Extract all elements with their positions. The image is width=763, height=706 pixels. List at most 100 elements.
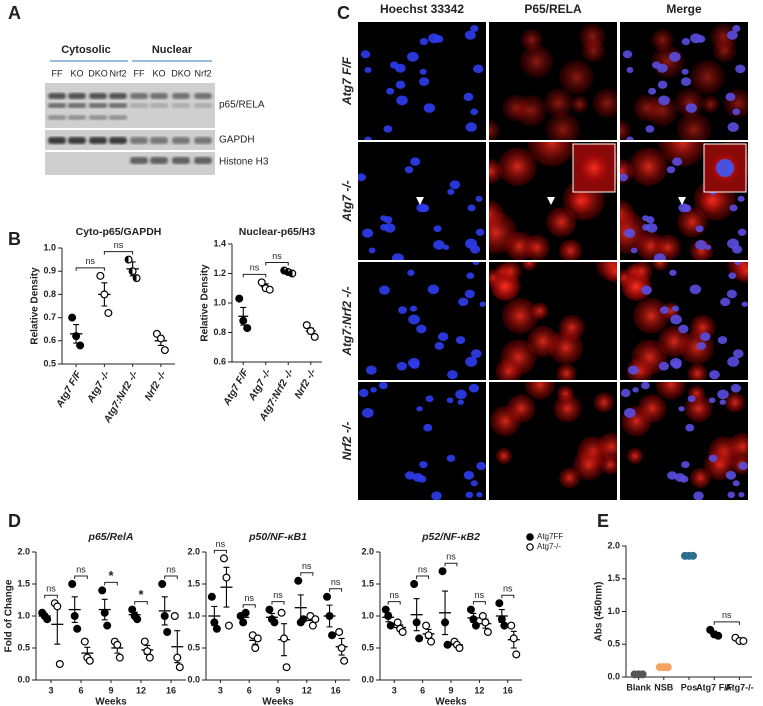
nucleus bbox=[725, 92, 736, 102]
data-point bbox=[132, 274, 141, 283]
nucleus bbox=[446, 454, 456, 462]
band bbox=[194, 157, 212, 164]
data-point bbox=[145, 653, 154, 662]
data-point bbox=[53, 602, 62, 611]
data-point bbox=[337, 643, 346, 652]
panel-label: D bbox=[8, 511, 21, 531]
nucleus bbox=[463, 470, 475, 480]
data-point bbox=[507, 621, 516, 630]
data-point bbox=[175, 663, 184, 672]
x-tick-label: Atg7 F/F bbox=[221, 367, 251, 409]
band bbox=[150, 103, 168, 108]
inset-cell bbox=[579, 153, 609, 183]
nucleus bbox=[416, 324, 427, 334]
lane-label: Nrf2 bbox=[194, 68, 211, 78]
lane-label: KO bbox=[152, 68, 165, 78]
band bbox=[48, 137, 66, 144]
data-point bbox=[509, 634, 518, 643]
nucleus bbox=[732, 108, 741, 116]
micrograph-bg bbox=[358, 262, 486, 380]
significance-label: ns bbox=[114, 240, 124, 250]
chart-title: Cyto-p65/GAPDH bbox=[76, 226, 162, 238]
data-point bbox=[282, 663, 291, 672]
y-tick-label: 1.5 bbox=[607, 573, 620, 583]
nucleus bbox=[672, 157, 683, 166]
nucleus bbox=[689, 284, 702, 295]
significance-bracket bbox=[713, 621, 740, 625]
data-point bbox=[323, 592, 332, 601]
data-point bbox=[158, 579, 167, 588]
data-point bbox=[415, 634, 424, 643]
nucleus bbox=[695, 240, 707, 250]
nucleus bbox=[412, 472, 424, 482]
cell bbox=[710, 23, 737, 50]
nucleus bbox=[446, 397, 454, 404]
row-label: Atg7 F/F bbox=[340, 56, 354, 106]
cell bbox=[658, 142, 707, 167]
significance-bracket bbox=[271, 601, 285, 605]
nucleus bbox=[433, 240, 445, 250]
band bbox=[150, 93, 168, 99]
data-point bbox=[270, 618, 279, 627]
data-point bbox=[335, 627, 344, 636]
y-tick-label: 2.0 bbox=[607, 540, 620, 550]
cell bbox=[527, 325, 559, 358]
significance-label: ns bbox=[722, 610, 732, 620]
x-tick-label: NSB bbox=[654, 682, 674, 692]
data-point bbox=[265, 605, 274, 614]
lane-label: KO bbox=[70, 68, 83, 78]
y-tick-label: 0.7 bbox=[43, 312, 56, 322]
data-point bbox=[207, 592, 216, 601]
data-point bbox=[443, 640, 452, 649]
nucleus bbox=[737, 228, 747, 236]
nucleus bbox=[470, 480, 478, 487]
y-tick-label: 1.5 bbox=[17, 578, 30, 588]
data-point bbox=[222, 573, 231, 582]
cell bbox=[527, 142, 576, 167]
nucleus bbox=[708, 454, 718, 462]
nucleus bbox=[434, 342, 444, 350]
data-point bbox=[398, 627, 407, 636]
nucleus bbox=[678, 324, 689, 334]
nucleus bbox=[457, 399, 464, 405]
x-tick-label: 16 bbox=[503, 685, 513, 695]
significance-label: * bbox=[138, 587, 144, 602]
significance-label: * bbox=[108, 568, 114, 583]
cell bbox=[579, 23, 606, 50]
nucleus bbox=[464, 289, 475, 299]
y-tick-label: 0.5 bbox=[187, 642, 200, 652]
nucleus bbox=[672, 360, 682, 369]
nucleus bbox=[738, 491, 745, 498]
data-point bbox=[160, 346, 169, 355]
micrograph bbox=[358, 22, 486, 140]
nucleus bbox=[640, 382, 650, 390]
data-point bbox=[243, 324, 252, 333]
nucleus bbox=[394, 63, 406, 73]
cell bbox=[544, 88, 573, 118]
significance-bracket bbox=[134, 601, 148, 605]
nucleus bbox=[666, 166, 676, 174]
nucleus bbox=[395, 80, 406, 89]
nucleus bbox=[622, 50, 633, 59]
y-tick-label: 1.2 bbox=[213, 268, 226, 278]
row-label: Atg7:Nrf2 -/- bbox=[340, 286, 354, 356]
nucleus bbox=[407, 269, 415, 276]
nucleus bbox=[719, 399, 726, 405]
nucleus bbox=[681, 461, 690, 469]
y-tick-label: 1.0 bbox=[187, 610, 200, 620]
data-point bbox=[714, 631, 723, 640]
cell bbox=[655, 382, 686, 400]
cell bbox=[629, 147, 668, 186]
nucleus bbox=[732, 349, 744, 359]
data-point bbox=[163, 627, 172, 636]
cell bbox=[515, 95, 547, 127]
data-point bbox=[288, 269, 297, 278]
significance-label: ns bbox=[389, 590, 399, 600]
significance-label: ns bbox=[250, 263, 260, 273]
band bbox=[109, 137, 127, 144]
nucleus bbox=[467, 204, 476, 212]
nucleus bbox=[632, 387, 639, 393]
data-point bbox=[438, 567, 447, 576]
data-point bbox=[113, 640, 122, 649]
nucleus bbox=[717, 336, 728, 345]
